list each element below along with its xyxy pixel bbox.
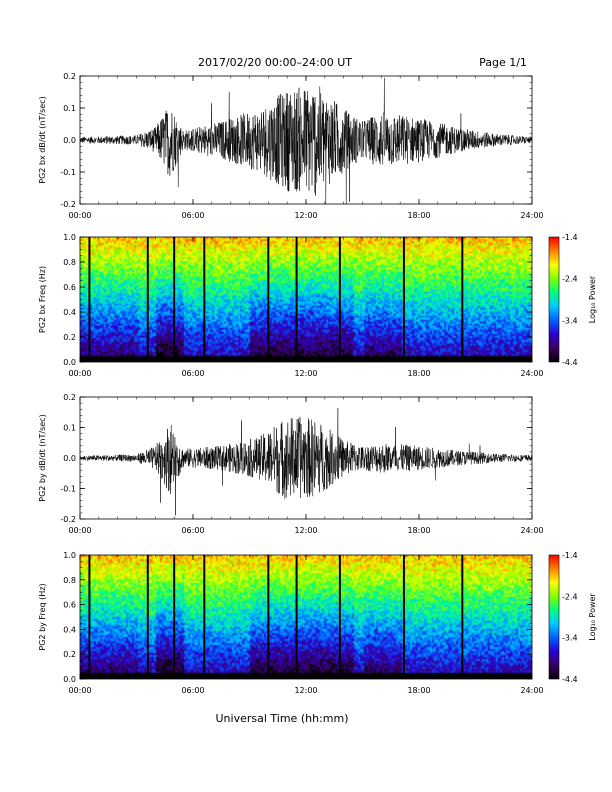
page-title: 2017/02/20 00:00–24:00 UT — [198, 56, 352, 69]
x-tick-label: 00:00 — [68, 686, 91, 695]
y-tick-label: 1.0 — [63, 233, 76, 242]
y-tick-label: 0.8 — [63, 576, 76, 585]
colorbar-tick-label: -1.4 — [562, 233, 578, 242]
x-axis-label: Universal Time (hh:mm) — [216, 712, 349, 725]
y-tick-label: 0.2 — [63, 393, 76, 402]
colorbar — [548, 554, 560, 680]
colorbar-tick-label: -4.4 — [562, 675, 578, 684]
x-tick-label: 12:00 — [294, 211, 317, 220]
y-tick-label: 0.0 — [63, 675, 76, 684]
panel-2: -1.4 -2.4 -3.4 -4.4 Log₁₀ Power 1.0 0.8 0.6 0.4 0… — [38, 233, 597, 378]
y-tick-label: 0.4 — [63, 625, 76, 634]
y-tick-label: 0.2 — [63, 333, 76, 342]
panel-1: 0.2 0.1 0.0 -0.1 -0.2 00:00 06:00 12:00 18:00 24:… — [38, 72, 544, 220]
y-tick-label: 0.1 — [63, 424, 76, 433]
spectrogram-image — [80, 555, 532, 679]
colorbar-tick-label: -4.4 — [562, 358, 578, 367]
colorbar-tick-label: -2.4 — [562, 275, 578, 284]
x-tick-label: 24:00 — [520, 211, 543, 220]
signal-trace — [79, 77, 533, 205]
x-tick-label: 18:00 — [407, 526, 430, 535]
panel-4: -1.4 -2.4 -3.4 -4.4 Log₁₀ Power 1.0 0.8 0.6 0.4 0… — [38, 551, 597, 695]
y-tick-label: 0.6 — [63, 601, 76, 610]
colorbar — [548, 236, 560, 363]
x-tick-label: 00:00 — [68, 211, 91, 220]
y-tick-label: 0.0 — [63, 136, 76, 145]
y-tick-label: -0.1 — [60, 485, 76, 494]
colorbar-tick-label: -3.4 — [562, 634, 578, 643]
signal-trace — [79, 408, 533, 516]
x-tick-label: 12:00 — [294, 686, 317, 695]
x-tick-label: 06:00 — [181, 369, 204, 378]
x-tick-label: 12:00 — [294, 369, 317, 378]
y-axis-label: PG2 by Freq (Hz) — [38, 583, 47, 650]
y-axis-label: PG2 by dB/dt (nT/sec) — [38, 414, 47, 501]
x-tick-label: 24:00 — [520, 686, 543, 695]
spectrogram-image — [80, 237, 532, 362]
colorbar-label: Log₁₀ Power — [588, 275, 597, 323]
y-axis-label: PG2 bx dB/dt (nT/sec) — [38, 96, 47, 183]
y-tick-label: 0.6 — [63, 283, 76, 292]
colorbar-label: Log₁₀ Power — [588, 593, 597, 641]
x-tick-label: 06:00 — [181, 686, 204, 695]
x-tick-label: 12:00 — [294, 526, 317, 535]
y-tick-label: 1.0 — [63, 551, 76, 560]
x-tick-label: 24:00 — [520, 369, 543, 378]
x-tick-label: 06:00 — [181, 526, 204, 535]
y-tick-label: -0.2 — [60, 515, 76, 524]
x-tick-label: 18:00 — [407, 369, 430, 378]
y-tick-label: -0.2 — [60, 200, 76, 209]
y-tick-label: 0.2 — [63, 650, 76, 659]
y-tick-label: 0.1 — [63, 104, 76, 113]
y-tick-label: 0.0 — [63, 454, 76, 463]
x-tick-label: 00:00 — [68, 526, 91, 535]
colorbar-tick-label: -3.4 — [562, 316, 578, 325]
y-tick-label: 0.0 — [63, 358, 76, 367]
x-tick-label: 18:00 — [407, 211, 430, 220]
panel-3: 0.2 0.1 0.0 -0.1 -0.2 00:00 06:00 12:00 18:00 24:… — [38, 393, 544, 535]
page-number: Page 1/1 — [479, 56, 527, 69]
y-tick-label: 0.8 — [63, 258, 76, 267]
y-tick-label: 0.2 — [63, 72, 76, 81]
y-tick-label: 0.4 — [63, 308, 76, 317]
x-tick-label: 06:00 — [181, 211, 204, 220]
panels: 0.2 0.1 0.0 -0.1 -0.2 00:00 06:00 12:00 18:00 24:… — [38, 72, 597, 695]
x-tick-label: 00:00 — [68, 369, 91, 378]
y-tick-label: -0.1 — [60, 168, 76, 177]
colorbar-tick-label: -1.4 — [562, 551, 578, 560]
y-axis-label: PG2 bx Freq (Hz) — [38, 266, 47, 333]
colorbar-tick-label: -2.4 — [562, 592, 578, 601]
x-tick-label: 18:00 — [407, 686, 430, 695]
x-tick-label: 24:00 — [520, 526, 543, 535]
